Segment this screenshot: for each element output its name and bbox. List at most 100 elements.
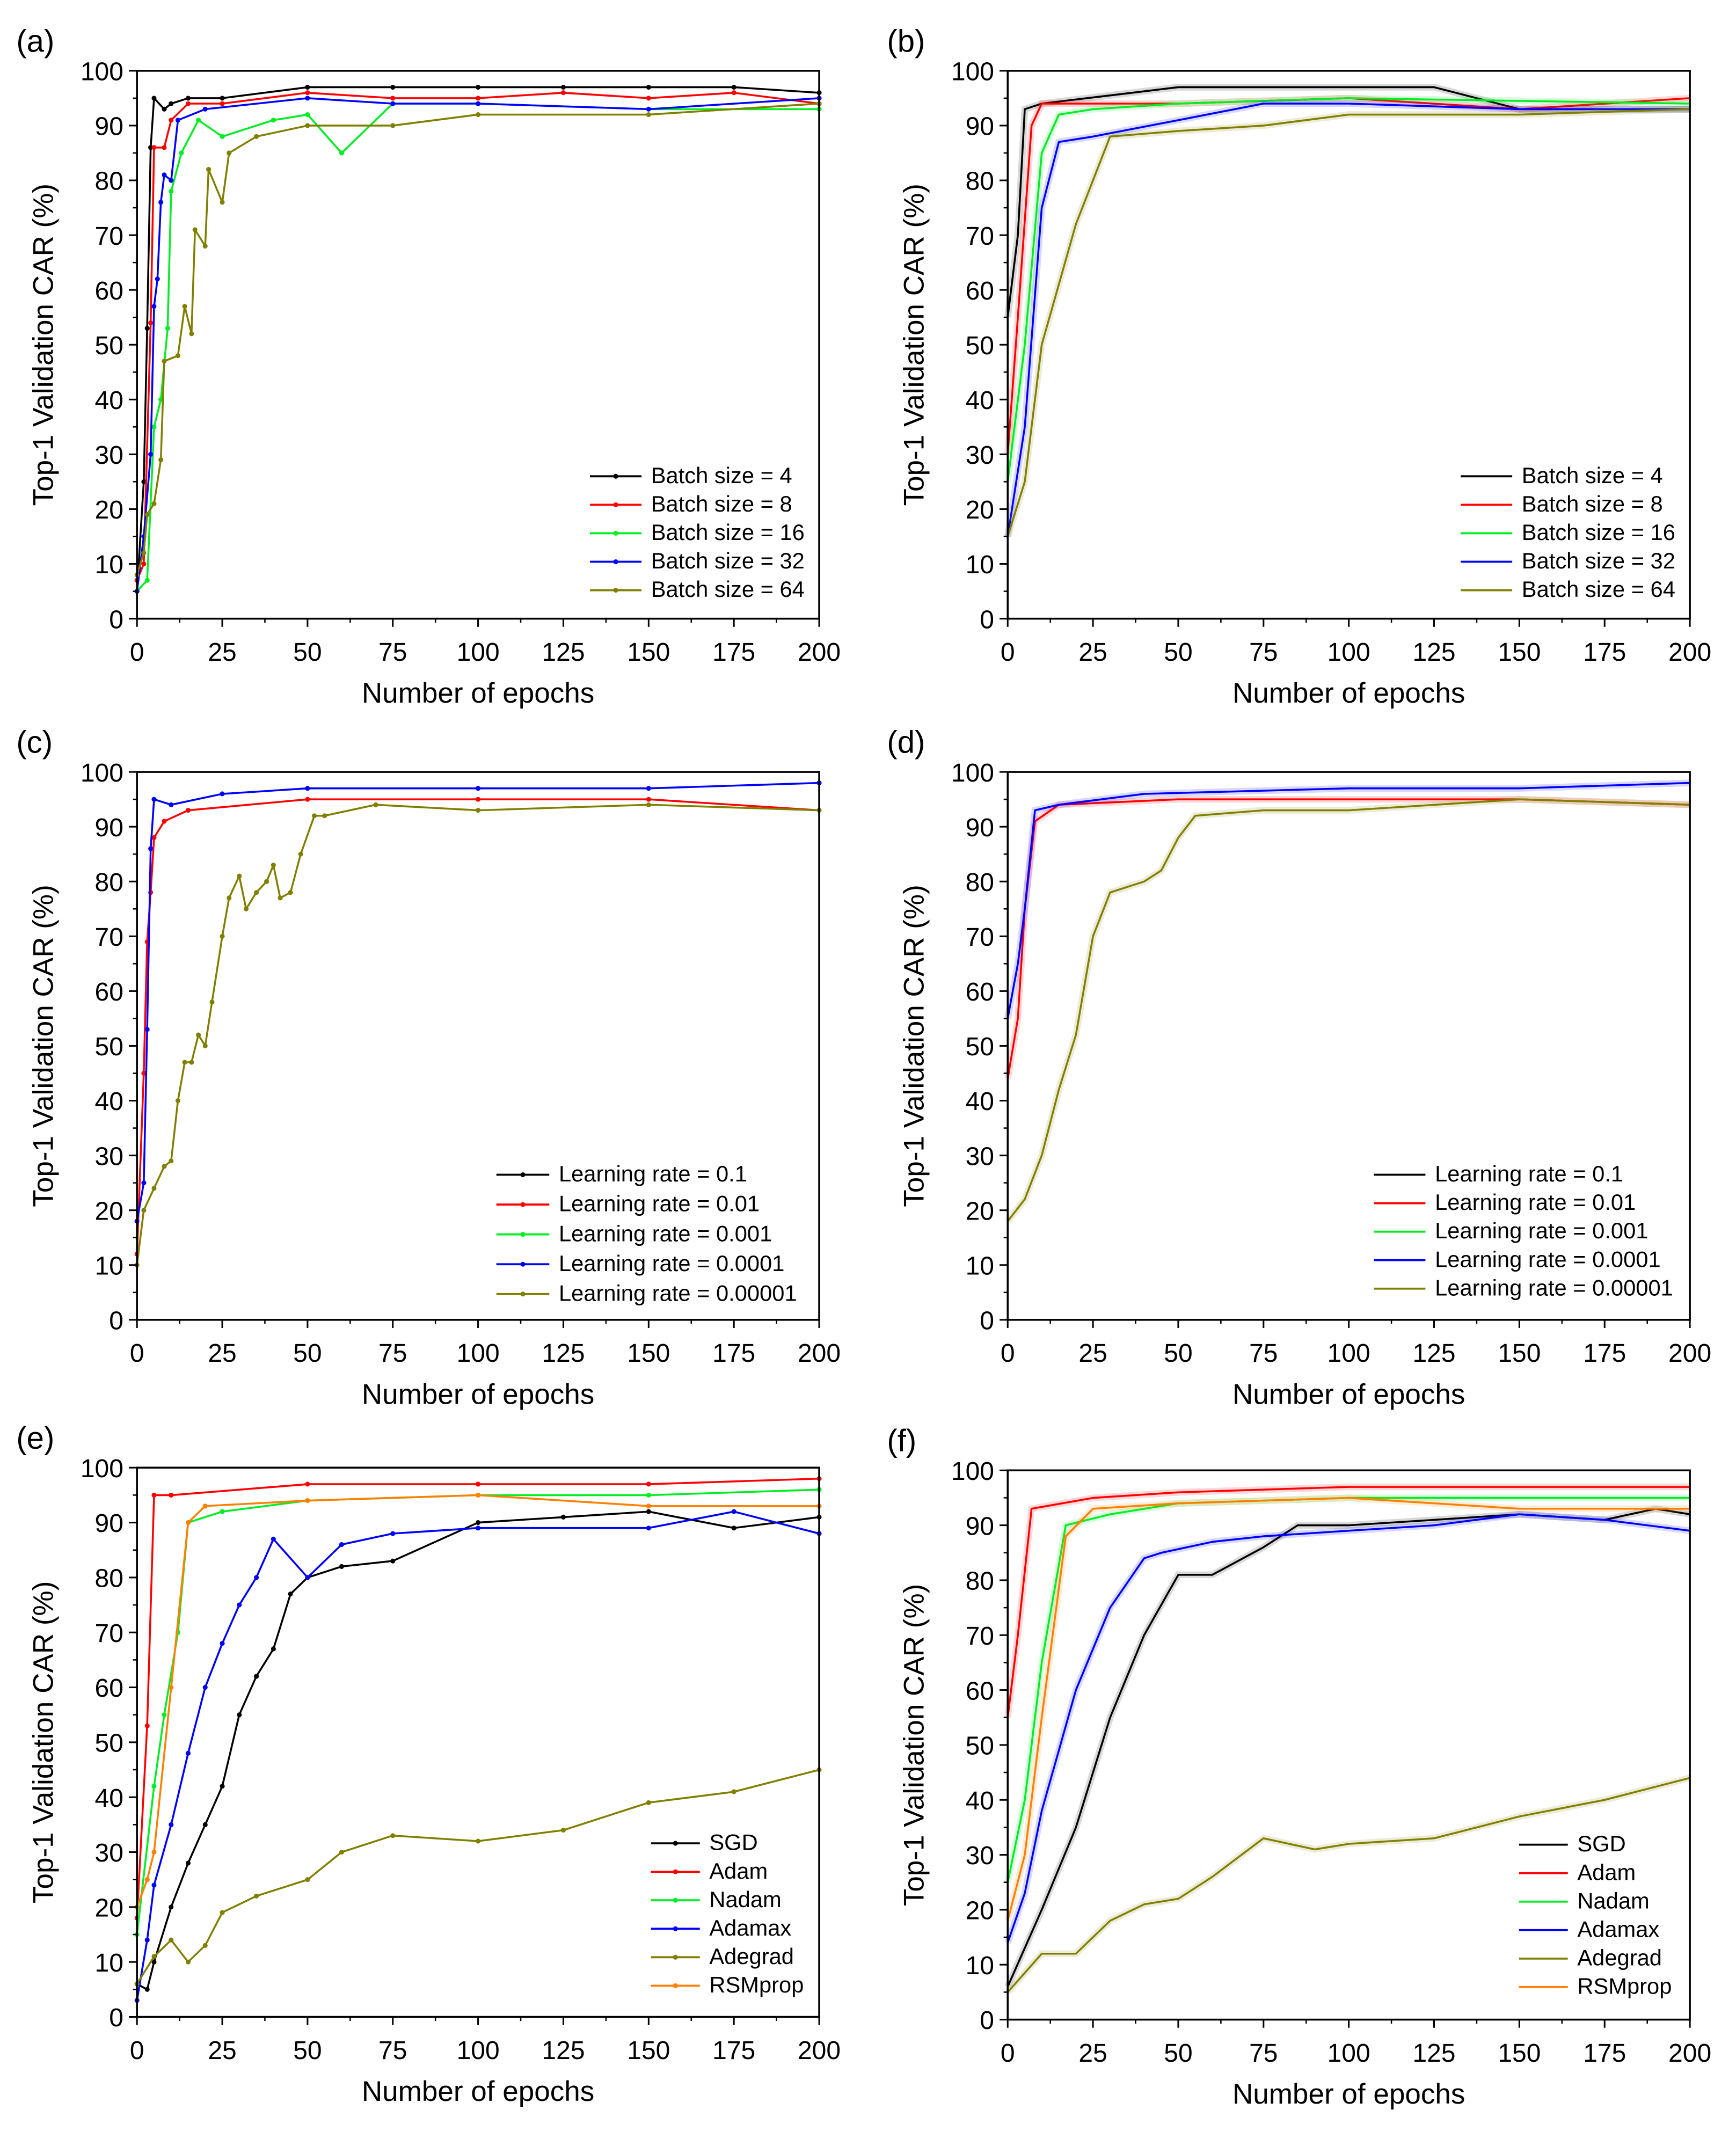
y-tick-label: 70: [95, 222, 123, 251]
data-point: [185, 808, 191, 813]
legend-label: Nadam: [1577, 1888, 1649, 1913]
y-tick-label: 0: [980, 1307, 994, 1335]
data-point: [305, 1481, 310, 1487]
data-point: [185, 1750, 191, 1756]
data-point: [151, 501, 157, 506]
y-tick-label: 20: [95, 1894, 123, 1923]
data-point: [162, 106, 167, 112]
y-tick-label: 10: [966, 1252, 994, 1280]
data-point: [646, 797, 651, 802]
data-point: [162, 172, 167, 178]
x-tick-label: 175: [1583, 1339, 1626, 1368]
data-point: [169, 1904, 174, 1910]
data-point: [209, 999, 215, 1005]
x-tick-label: 125: [542, 1339, 585, 1368]
x-tick-label: 150: [627, 2036, 670, 2065]
series-line: [1006, 1777, 1690, 1993]
series-line: [1006, 1486, 1690, 1718]
data-point: [189, 1060, 194, 1065]
x-tick-label: 75: [378, 1339, 407, 1368]
series-line: [1006, 1497, 1690, 1883]
x-tick-label: 75: [1249, 1339, 1278, 1368]
data-point: [220, 1784, 225, 1789]
data-point: [162, 1164, 167, 1169]
data-point: [322, 813, 327, 819]
panel-label: (c): [16, 725, 53, 760]
data-point: [476, 112, 481, 118]
data-point: [162, 359, 167, 364]
data-point: [476, 1492, 481, 1498]
y-tick-label: 90: [966, 1512, 994, 1541]
series-group: [1004, 1483, 1691, 1995]
data-point: [169, 1492, 174, 1498]
x-axis-title: Number of epochs: [362, 2076, 594, 2107]
y-tick-label: 70: [95, 923, 123, 952]
y-tick-label: 20: [966, 1897, 994, 1925]
series-line: [136, 86, 820, 592]
panel-label: (a): [16, 24, 54, 59]
data-point: [476, 808, 481, 813]
data-point: [206, 167, 211, 172]
y-tick-label: 60: [95, 277, 123, 305]
data-point: [151, 797, 157, 802]
data-point: [169, 1158, 174, 1164]
panel-label: (b): [887, 24, 925, 59]
legend-label: Adegrad: [709, 1944, 794, 1969]
data-point: [202, 1503, 208, 1509]
y-tick-label: 0: [109, 1307, 123, 1335]
x-tick-label: 50: [293, 638, 322, 667]
y-tick-label: 90: [95, 113, 123, 141]
legend-marker: [673, 1897, 678, 1903]
legend-label: Learning rate = 0.00001: [559, 1280, 797, 1305]
data-point: [476, 786, 481, 791]
data-point: [298, 851, 303, 857]
data-point: [220, 200, 225, 205]
data-point: [169, 1684, 174, 1690]
x-tick-label: 125: [542, 638, 585, 667]
series-group: [134, 84, 822, 594]
data-point: [646, 1800, 651, 1805]
x-tick-label: 0: [1001, 2039, 1015, 2068]
x-tick-label: 25: [1078, 1339, 1107, 1368]
data-point: [175, 1098, 180, 1104]
data-point: [646, 1503, 651, 1509]
data-point: [189, 331, 194, 337]
data-point: [254, 890, 259, 895]
x-tick-label: 25: [1078, 638, 1107, 667]
x-tick-label: 75: [1249, 2039, 1278, 2068]
data-point: [220, 1910, 225, 1915]
legend-label: Adam: [1577, 1859, 1636, 1885]
data-point: [339, 150, 344, 156]
data-point: [278, 895, 283, 901]
data-point: [339, 1542, 344, 1548]
data-point: [179, 150, 184, 156]
x-tick-label: 100: [1327, 638, 1370, 667]
data-point: [271, 1536, 276, 1542]
data-point: [390, 1531, 396, 1536]
data-point: [185, 1959, 191, 1965]
data-point: [141, 550, 147, 556]
data-point: [339, 1849, 344, 1855]
y-tick-label: 100: [81, 759, 123, 787]
data-point: [169, 101, 174, 106]
data-point: [148, 320, 154, 325]
data-point: [305, 84, 310, 90]
data-point: [144, 326, 150, 331]
y-tick-label: 30: [966, 1842, 994, 1870]
data-point: [271, 118, 276, 123]
data-point: [476, 1838, 481, 1844]
x-tick-label: 125: [1412, 1339, 1455, 1368]
legend-label: Batch size = 32: [651, 548, 805, 573]
data-point: [144, 1877, 150, 1882]
y-tick-label: 50: [95, 1033, 123, 1061]
y-tick-label: 60: [95, 978, 123, 1006]
series-line: [1006, 1508, 1690, 1987]
data-point: [305, 797, 310, 802]
y-axis-title: Top-1 Validation CAR (%): [899, 885, 930, 1207]
data-point: [220, 1509, 225, 1514]
legend-label: Batch size = 4: [651, 463, 792, 488]
x-tick-label: 200: [1668, 2039, 1711, 2068]
x-tick-label: 100: [1327, 2039, 1370, 2068]
panel-f: (f) SGD Adam Nadam Adamax Adegrad RSMprop 0 10 20…: [887, 1424, 1711, 2110]
